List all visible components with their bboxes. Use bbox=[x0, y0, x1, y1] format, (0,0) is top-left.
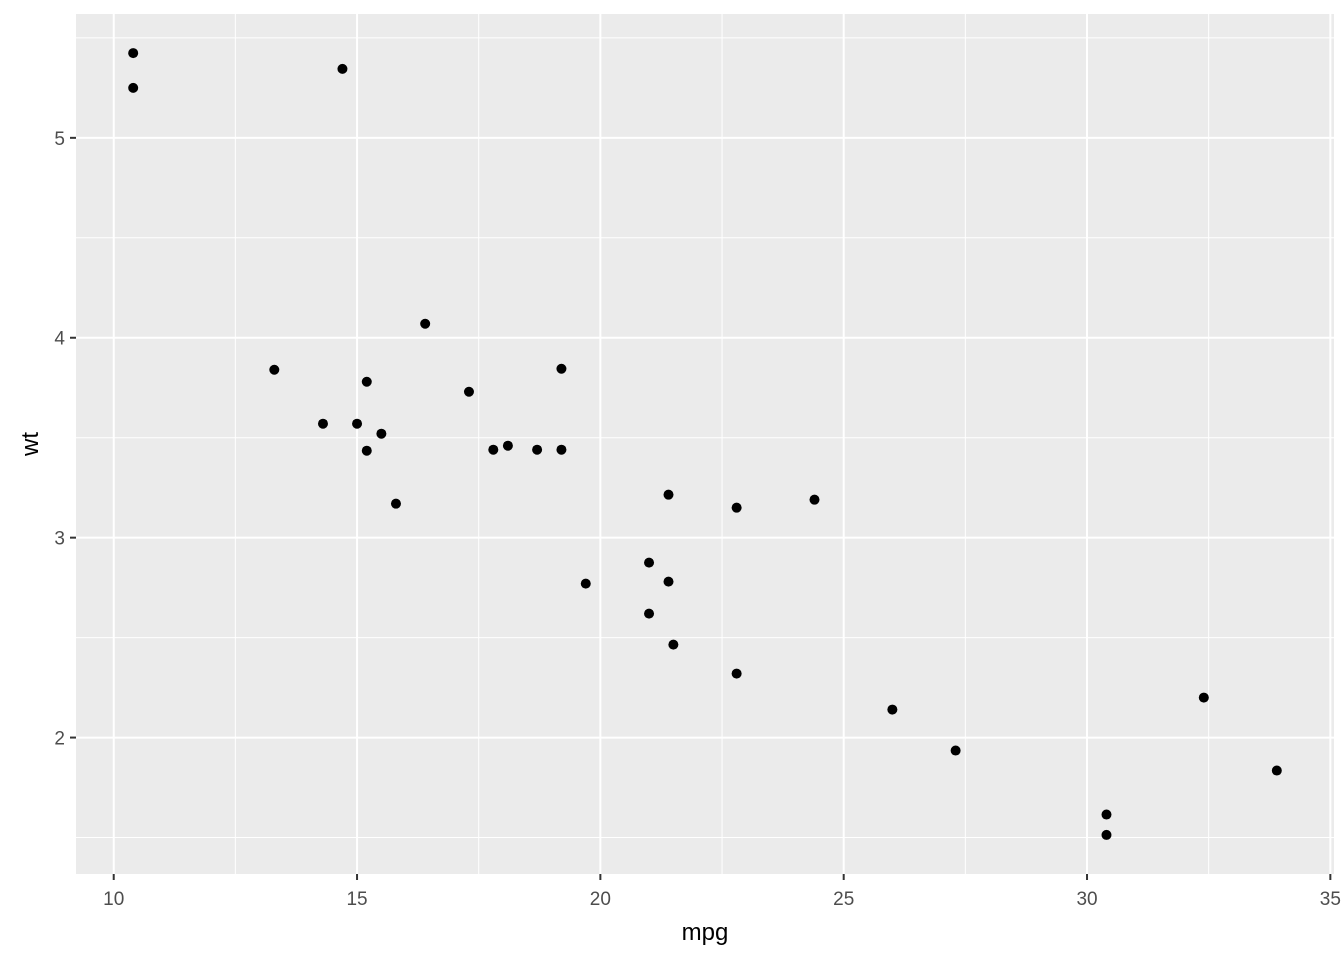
data-point bbox=[663, 489, 674, 500]
data-point bbox=[532, 444, 543, 455]
data-point bbox=[128, 48, 139, 59]
axes: 10 15 20 25 30 35 2 3 4 5 bbox=[54, 129, 1340, 910]
y-tick-label: 3 bbox=[54, 529, 65, 550]
x-tick-label: 20 bbox=[590, 889, 611, 910]
x-tick-label: 35 bbox=[1320, 889, 1341, 910]
data-point bbox=[731, 668, 742, 679]
data-point bbox=[128, 82, 139, 93]
data-point bbox=[337, 63, 348, 74]
data-point bbox=[556, 444, 567, 455]
data-point bbox=[1271, 765, 1282, 776]
y-tick-label: 5 bbox=[54, 129, 65, 150]
data-point bbox=[1101, 809, 1112, 820]
data-point bbox=[269, 364, 280, 375]
y-axis-label: wt bbox=[17, 432, 44, 457]
data-point bbox=[668, 639, 679, 650]
data-point bbox=[580, 578, 591, 589]
data-point bbox=[950, 745, 961, 756]
y-tick-label: 4 bbox=[54, 329, 65, 350]
points bbox=[128, 48, 1282, 840]
data-point bbox=[361, 376, 372, 387]
x-tick-label: 15 bbox=[346, 889, 367, 910]
data-point bbox=[663, 576, 674, 587]
data-point bbox=[420, 318, 431, 329]
data-point bbox=[463, 386, 474, 397]
y-tick-label: 2 bbox=[54, 729, 65, 750]
x-tick-label: 10 bbox=[103, 889, 124, 910]
data-point bbox=[361, 445, 372, 456]
gridlines bbox=[76, 14, 1334, 874]
data-point bbox=[644, 608, 655, 619]
data-point bbox=[809, 494, 820, 505]
x-tick-label: 30 bbox=[1076, 889, 1097, 910]
data-point bbox=[887, 704, 898, 715]
data-point bbox=[488, 444, 499, 455]
data-point bbox=[502, 440, 513, 451]
data-point bbox=[317, 418, 328, 429]
x-tick-label: 25 bbox=[833, 889, 854, 910]
x-axis-label: mpg bbox=[682, 919, 729, 946]
data-point bbox=[1198, 692, 1209, 703]
data-point bbox=[376, 428, 387, 439]
data-point bbox=[390, 498, 401, 509]
data-point bbox=[352, 418, 363, 429]
plot-panel bbox=[76, 14, 1334, 874]
data-point bbox=[731, 502, 742, 513]
data-point bbox=[644, 557, 655, 568]
data-point bbox=[1101, 829, 1112, 840]
data-point bbox=[556, 363, 567, 374]
